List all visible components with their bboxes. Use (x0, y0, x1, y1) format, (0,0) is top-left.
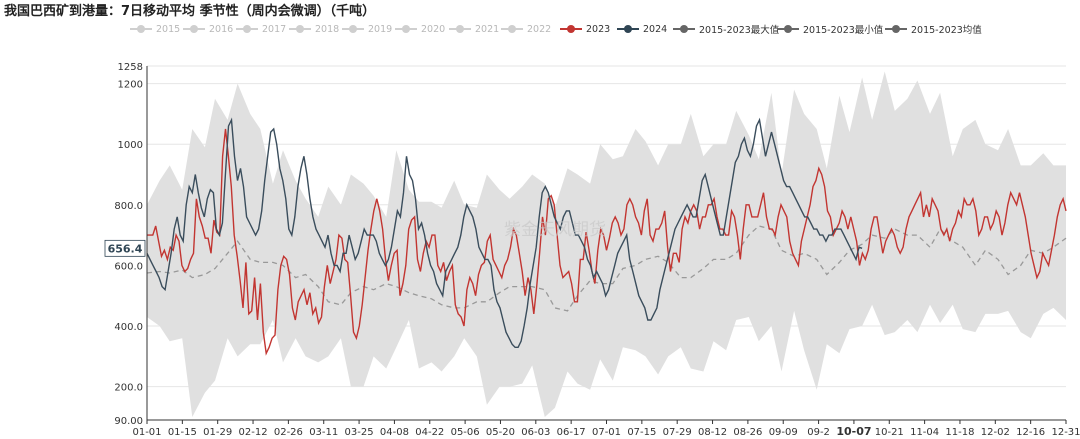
legend-label: 2015-2023均值 (911, 25, 982, 36)
x-tick-label: 06-17 (557, 427, 586, 438)
min-max-band (147, 71, 1066, 417)
legend-symbol (236, 24, 258, 34)
x-tick-label: 09-09 (769, 427, 798, 438)
legend: 2015 2016 2017 2018 2019 2020 2021 2022 2023 2024… (0, 20, 1080, 38)
legend-label: 2015-2023最小值 (803, 25, 884, 36)
legend-label: 2019 (368, 23, 393, 35)
current-value-label: 656.4 (108, 242, 143, 255)
x-tick-label: 05-06 (451, 427, 480, 438)
x-tick-label: 12-02 (981, 427, 1010, 438)
legend-item[interactable]: 2023 (560, 20, 610, 38)
legend-item[interactable]: 2019 (342, 20, 392, 38)
x-tick-label: 07-29 (663, 427, 692, 438)
x-tick-label: 10-07 (836, 425, 871, 438)
legend-label: 2024 (643, 23, 668, 35)
x-tick-label: 01-01 (132, 427, 161, 438)
x-tick-label: 10-21 (875, 427, 904, 438)
legend-symbol (777, 24, 799, 34)
x-tick-label: 07-15 (627, 427, 656, 438)
legend-symbol (617, 24, 639, 34)
x-tick-label: 11-04 (910, 427, 939, 438)
legend-symbol (342, 24, 364, 34)
x-tick-label: 08-12 (698, 427, 727, 438)
chart-title: 我国巴西矿到港量：7日移动平均 季节性（周内会微调）（千吨） (4, 4, 376, 19)
legend-item[interactable]: 2021 (449, 20, 499, 38)
x-tick-label: 06-03 (521, 427, 550, 438)
legend-symbol (183, 24, 205, 34)
legend-symbol (449, 24, 471, 34)
legend-label: 2015-2023最大值 (699, 25, 780, 36)
legend-label: 2016 (209, 23, 234, 35)
x-tick-label: 04-22 (415, 427, 444, 438)
legend-label: 2015 (156, 23, 181, 35)
legend-symbol (560, 24, 582, 34)
legend-label: 2018 (315, 23, 340, 35)
legend-item[interactable]: 2016 (183, 20, 233, 38)
x-tick-label: 09-2 (807, 427, 830, 438)
y-tick-label: 90.00 (114, 416, 143, 427)
legend-label: 2023 (586, 23, 611, 35)
current-value-box (104, 239, 146, 257)
legend-item[interactable]: 2015 (130, 20, 180, 38)
x-tick-label: 03-25 (345, 427, 374, 438)
x-tick-label: 12-31 (1051, 427, 1080, 438)
series-2023-line (147, 128, 1067, 356)
legend-symbol (289, 24, 311, 34)
legend-item[interactable]: 2017 (236, 20, 286, 38)
x-tick-label: 02-12 (239, 427, 268, 438)
x-tick-label: 03-11 (309, 427, 338, 438)
legend-item[interactable]: 2024 (617, 20, 667, 38)
y-tick-label: 600.0 (114, 261, 143, 272)
legend-symbol (395, 24, 417, 34)
legend-symbol (673, 24, 695, 34)
series-lines (146, 117, 1067, 356)
axes: 90.00 200.0 400.0 600.0 800.0 1000 1200 1258 01-… (114, 62, 1080, 438)
x-tick-label: 07-01 (592, 427, 621, 438)
y-tick-label: 400.0 (114, 322, 143, 333)
legend-label: 2021 (475, 23, 500, 35)
y-tick-label: 1258 (118, 62, 143, 73)
x-tick-label: 05-20 (486, 427, 515, 438)
legend-symbol (885, 24, 907, 34)
legend-symbol (501, 24, 523, 34)
legend-item[interactable]: 2015-2023均值 (885, 20, 982, 38)
x-tick-label: 11-18 (945, 427, 974, 438)
legend-item[interactable]: 2022 (501, 20, 551, 38)
legend-item[interactable]: 2015-2023最大值 (673, 20, 779, 38)
legend-item[interactable]: 2018 (289, 20, 339, 38)
x-tick-label: 12-16 (1016, 427, 1045, 438)
legend-item[interactable]: 2015-2023最小值 (777, 20, 883, 38)
legend-label: 2022 (527, 23, 552, 35)
watermark: 紫金天风期货 (504, 220, 606, 240)
y-tick-label: 1200 (118, 80, 143, 91)
mean-line (146, 225, 1067, 312)
x-tick-label: 04-08 (380, 427, 409, 438)
y-tick-label: 1000 (118, 140, 143, 151)
y-tick-label: 800.0 (114, 201, 143, 212)
x-tick-label: 02-26 (274, 427, 303, 438)
legend-item[interactable]: 2020 (395, 20, 445, 38)
x-tick-label: 01-29 (203, 427, 232, 438)
series-2024-line (146, 117, 863, 348)
current-value-marker: 656.4 (104, 239, 146, 257)
x-tick-label: 08-26 (733, 427, 762, 438)
range-band (147, 71, 1066, 417)
legend-label: 2017 (262, 23, 287, 35)
legend-label: 2020 (421, 23, 446, 35)
legend-symbol (130, 24, 152, 34)
x-tick-label: 01-15 (168, 427, 197, 438)
y-tick-label: 200.0 (114, 383, 143, 394)
